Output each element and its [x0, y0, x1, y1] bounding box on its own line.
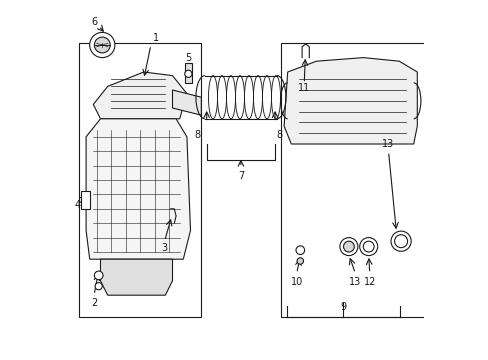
Polygon shape	[93, 72, 186, 119]
Circle shape	[390, 231, 410, 251]
Text: 3: 3	[161, 243, 167, 253]
Circle shape	[295, 246, 304, 255]
Bar	[280, 43, 424, 317]
Polygon shape	[172, 90, 201, 115]
Circle shape	[184, 70, 192, 77]
Text: 13: 13	[348, 276, 361, 287]
Text: 4: 4	[74, 200, 81, 210]
Circle shape	[296, 258, 303, 264]
Text: 7: 7	[237, 171, 244, 181]
Bar	[79, 43, 201, 317]
Circle shape	[394, 235, 407, 248]
Polygon shape	[101, 259, 172, 295]
Text: 10: 10	[290, 276, 302, 287]
Bar	[81, 191, 89, 209]
Text: 9: 9	[340, 302, 346, 312]
Circle shape	[359, 238, 377, 256]
Text: 2: 2	[91, 298, 97, 308]
Text: 8: 8	[194, 130, 200, 140]
Circle shape	[94, 271, 103, 280]
Circle shape	[343, 241, 354, 252]
Circle shape	[89, 32, 115, 58]
Polygon shape	[86, 119, 190, 259]
Text: 6: 6	[91, 17, 97, 27]
Text: 11: 11	[298, 83, 310, 93]
Circle shape	[339, 238, 357, 256]
Polygon shape	[284, 58, 416, 144]
Text: 12: 12	[363, 276, 375, 287]
Circle shape	[363, 241, 373, 252]
Text: 8: 8	[276, 130, 282, 140]
Text: 13: 13	[382, 139, 394, 149]
Text: 1: 1	[153, 33, 159, 43]
Bar	[185, 63, 191, 83]
Circle shape	[95, 283, 102, 290]
Circle shape	[94, 37, 110, 53]
Text: 5: 5	[185, 53, 191, 63]
